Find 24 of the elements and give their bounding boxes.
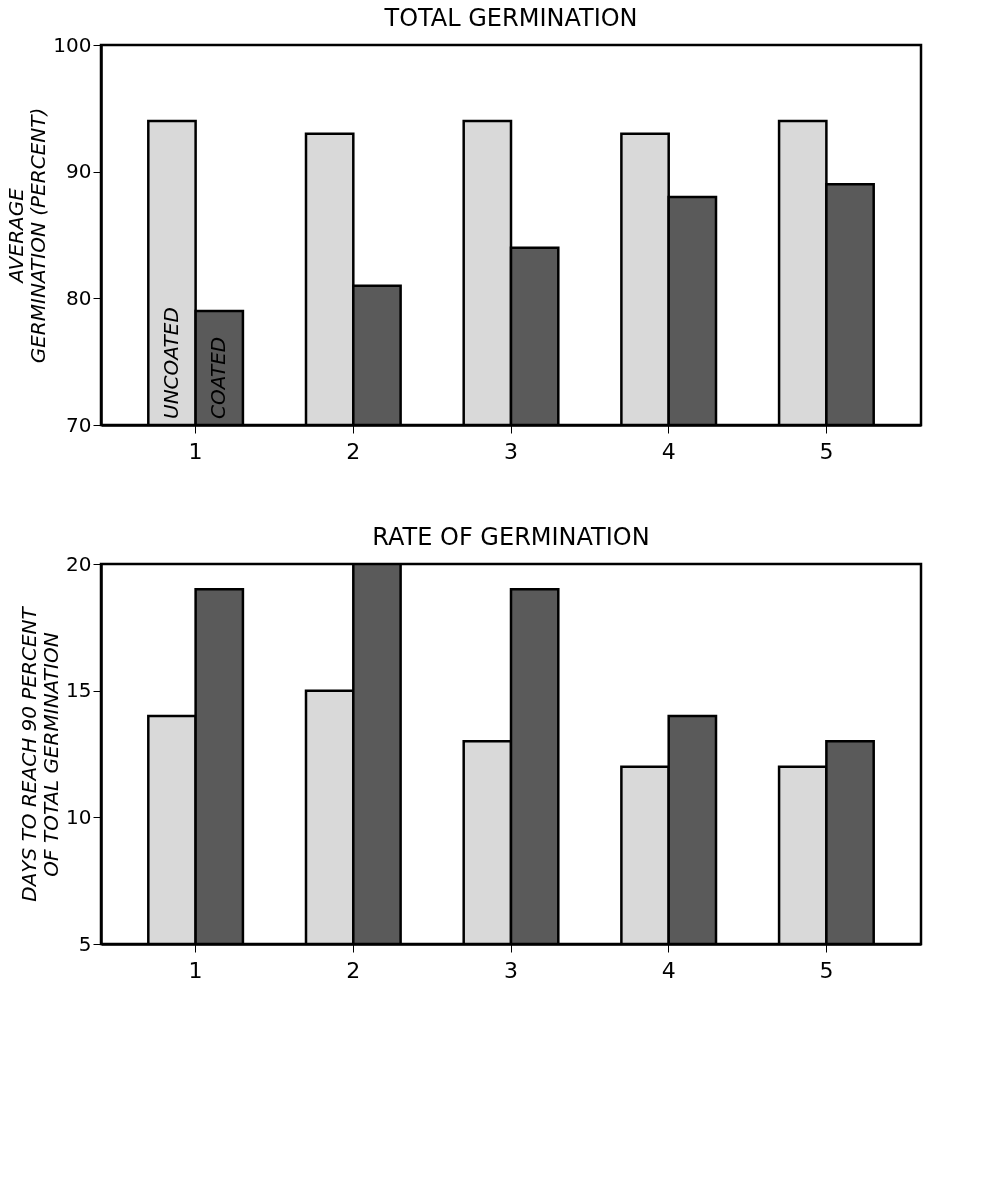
x-tick-label: 3 xyxy=(504,438,518,464)
y-tick-label: 70 xyxy=(66,412,92,437)
x-tick-label: 2 xyxy=(346,438,361,464)
x-tick-label: 2 xyxy=(346,957,361,983)
x-tick-label: 5 xyxy=(819,438,834,464)
chart-title: RATE OF GERMINATION xyxy=(372,523,650,551)
y-tick-label: 90 xyxy=(66,159,92,184)
x-tick-label: 1 xyxy=(188,957,203,983)
y-tick-label: 100 xyxy=(53,32,92,57)
x-tick-label: 3 xyxy=(504,957,518,983)
y-tick-label: 15 xyxy=(66,678,92,703)
y-tick-label: 80 xyxy=(66,285,92,310)
x-tick-label: 4 xyxy=(661,957,676,983)
y-tick-label: 5 xyxy=(78,931,92,956)
chart-title: TOTAL GERMINATION xyxy=(383,4,638,32)
y-tick-label: 10 xyxy=(66,804,92,829)
series-label: COATED xyxy=(206,336,231,419)
series-label: UNCOATED xyxy=(158,307,183,419)
x-tick-label: 1 xyxy=(188,438,203,464)
y-axis-title: AVERAGE GERMINATION (PERCENT) xyxy=(4,107,51,364)
x-tick-label: 5 xyxy=(819,957,834,983)
y-axis-title: DAYS TO REACH 90 PERCENT OF TOTAL GERMINATION xyxy=(17,605,64,902)
x-tick-label: 4 xyxy=(661,438,676,464)
y-tick-label: 20 xyxy=(66,551,92,576)
